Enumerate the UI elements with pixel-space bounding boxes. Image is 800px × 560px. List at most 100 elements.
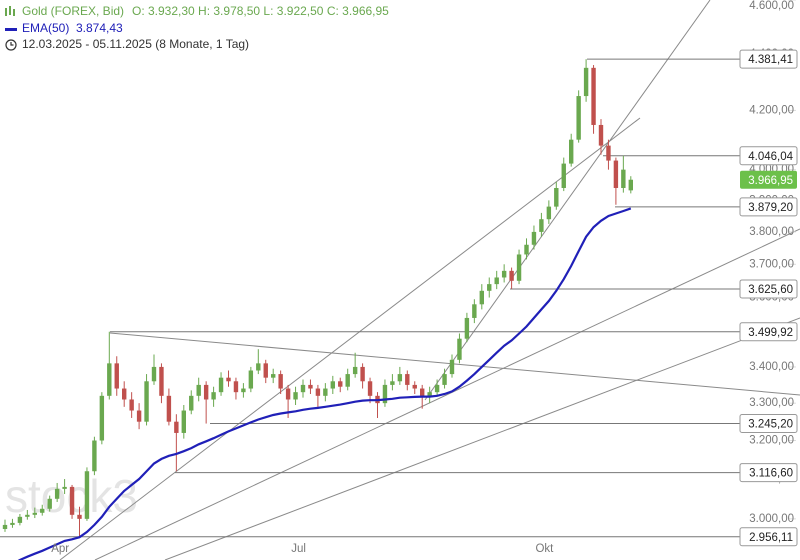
candle-body: [546, 206, 552, 220]
candle-body: [54, 488, 60, 499]
candle-body: [457, 338, 462, 360]
candle-body: [621, 169, 626, 188]
candle-body: [136, 410, 142, 422]
candle-body: [539, 219, 544, 232]
current-price-label: 3.966,95: [748, 175, 793, 187]
candle-body: [464, 317, 470, 339]
x-tick-label: Jul: [291, 543, 306, 555]
candle-body: [174, 421, 179, 433]
candle-body: [613, 160, 619, 188]
candle-body: [606, 145, 611, 161]
level-label: 2.956,11: [749, 532, 793, 544]
header-bg: [0, 0, 380, 54]
candle-body: [196, 384, 201, 396]
candle-body: [434, 384, 440, 393]
candle-body: [345, 374, 350, 387]
candle-body: [598, 124, 604, 146]
level-box: [739, 197, 798, 217]
candle-body: [32, 512, 37, 515]
candle-body: [293, 392, 298, 400]
trendline: [94, 228, 800, 560]
candle-body: [382, 384, 388, 404]
candle-body: [17, 516, 23, 523]
candle-body: [494, 277, 499, 285]
candle-body: [509, 270, 514, 281]
candle-body: [241, 388, 246, 393]
candle-body: [69, 486, 75, 515]
candle-body: [472, 304, 477, 318]
candle-body: [211, 392, 216, 400]
level-label: 3.879,20: [748, 202, 793, 214]
candle-body: [144, 381, 149, 422]
trendline: [424, 0, 711, 401]
clock-hands: [10, 42, 14, 46]
level-box: [739, 527, 798, 547]
candle-body: [569, 139, 574, 164]
legend-value: 3.874,43: [76, 21, 123, 35]
level-label: 3.116,60: [749, 468, 793, 480]
candle-body: [226, 377, 231, 382]
current-price-box: [740, 170, 797, 189]
clock-icon: [5, 39, 17, 51]
candle-body: [323, 388, 328, 396]
x-axis: Apr Jul Okt: [51, 543, 554, 555]
quote: O: 3.932,30 H: 3.978,50 L: 3.922,50 C: 3…: [132, 4, 389, 18]
candle-body: [315, 388, 321, 396]
candle-body: [285, 388, 291, 400]
candle-body: [129, 399, 134, 411]
candle-body: [330, 381, 335, 389]
y-tick-label: 4.200,00: [749, 104, 794, 116]
candle-body: [449, 359, 455, 375]
level-box: [739, 322, 798, 342]
bars-icon: [5, 6, 15, 16]
level-label: 4.381,41: [748, 54, 793, 66]
candle-body: [501, 270, 507, 278]
candle-body: [628, 179, 633, 191]
level-label: 3.245,20: [748, 419, 793, 431]
candle-body: [84, 471, 90, 519]
level-box: [739, 413, 798, 433]
candle-body: [308, 384, 313, 389]
y-tick-label: 3.200,00: [749, 435, 794, 447]
candle-body: [151, 366, 157, 382]
candle-body: [278, 374, 283, 389]
candle-body: [300, 384, 306, 393]
candle-body: [10, 522, 15, 525]
instrument: Gold (FOREX, Bid): [22, 4, 124, 18]
candle-body: [47, 498, 52, 509]
candle-body: [442, 374, 447, 385]
candle-body: [271, 374, 276, 378]
level-label: 3.499,92: [748, 327, 793, 339]
candle-body: [479, 290, 484, 305]
ema-line: [17, 207, 632, 560]
candle-body: [367, 381, 373, 396]
level-box: [739, 146, 798, 166]
candle-body: [40, 508, 45, 513]
candle-body: [159, 366, 164, 396]
trendlines: [59, 0, 800, 560]
candle-body: [218, 377, 224, 393]
candle-body: [352, 366, 358, 375]
candle-body: [583, 67, 589, 97]
y-tick-label: 4.600,00: [749, 0, 794, 12]
y-tick-label: 3.700,00: [749, 258, 794, 270]
candle-body: [554, 187, 559, 207]
candle-body: [487, 284, 492, 291]
candle-body: [114, 363, 119, 389]
trendline: [164, 317, 800, 560]
candle-body: [92, 440, 97, 472]
level-box: [739, 49, 798, 69]
candle-body: [99, 395, 105, 441]
candle-body: [256, 363, 261, 371]
legend-name: EMA(50): [22, 21, 69, 35]
level-label: 4.046,04: [748, 151, 793, 163]
candle-body: [531, 231, 537, 245]
candle-body: [561, 163, 566, 188]
candle-body: [203, 384, 209, 400]
candle-body: [166, 395, 172, 422]
candle-body: [25, 514, 30, 517]
candle-body: [412, 384, 417, 389]
ema: [17, 207, 632, 560]
level-box: [739, 463, 798, 483]
